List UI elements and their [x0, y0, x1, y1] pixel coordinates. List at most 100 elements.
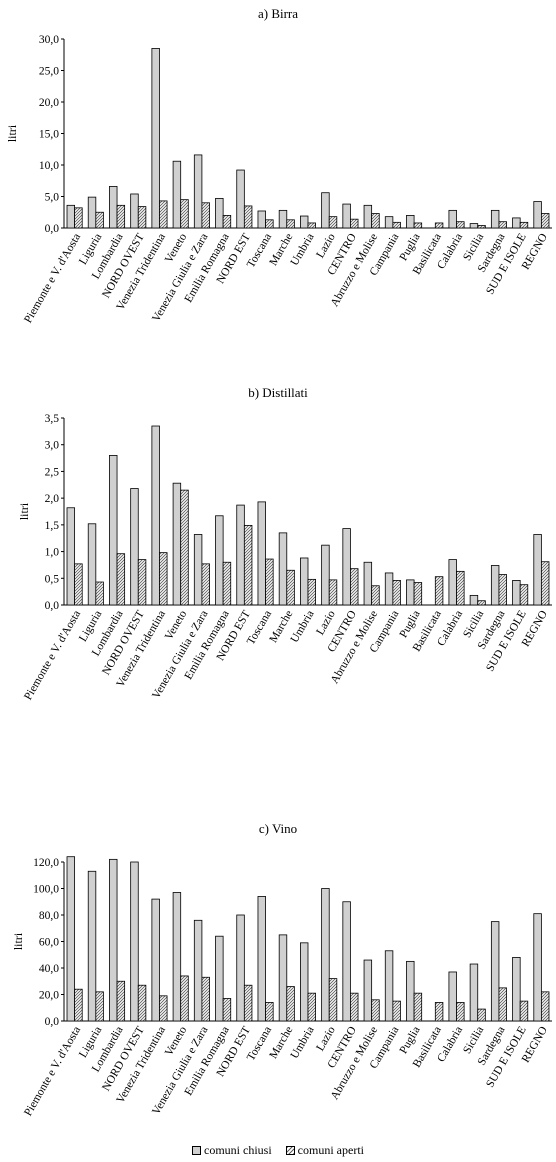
bar-comuni-aperti	[159, 552, 168, 606]
bar-comuni-chiusi	[448, 559, 457, 606]
bar-comuni-aperti	[201, 563, 210, 606]
bar-comuni-aperti	[180, 489, 189, 606]
bar-comuni-chiusi	[236, 914, 245, 1022]
bar-comuni-chiusi	[469, 963, 479, 1022]
bar-comuni-aperti	[243, 984, 253, 1022]
bar-comuni-chiusi	[406, 579, 415, 606]
bar-comuni-aperti	[540, 991, 550, 1022]
y-tick-label: 25,0	[39, 66, 59, 78]
bar-comuni-aperti	[95, 581, 104, 606]
bar-comuni-aperti	[498, 574, 507, 606]
bar-comuni-aperti	[413, 992, 423, 1022]
bar-comuni-chiusi	[299, 557, 309, 606]
bar-comuni-aperti	[95, 211, 104, 229]
bar-comuni-chiusi	[490, 209, 500, 229]
bar-comuni-chiusi	[384, 572, 394, 606]
bar-comuni-chiusi	[490, 921, 500, 1022]
y-tick-label: 15,0	[39, 129, 59, 141]
bar-comuni-chiusi	[448, 209, 457, 229]
bar-comuni-chiusi	[172, 892, 182, 1022]
y-tick-label: 2,0	[45, 493, 60, 505]
bar-comuni-chiusi	[278, 209, 288, 229]
bar-comuni-aperti	[519, 1000, 529, 1022]
bar-comuni-aperti	[434, 1002, 444, 1022]
legend-swatch-open	[285, 1145, 295, 1155]
y-tick-label: 0,0	[45, 223, 60, 235]
bar-comuni-chiusi	[469, 594, 479, 606]
bar-comuni-aperti	[265, 219, 274, 229]
bar-comuni-aperti	[222, 214, 232, 229]
bar-comuni-chiusi	[151, 48, 160, 229]
chart-panel-1: a) Birra litri 0,0 5,0 10,0 15,0 20,0 25,0 30,0 P…	[5, 6, 552, 325]
y-tick-label: 30,0	[39, 34, 59, 46]
y-tick-label: 100,0	[33, 884, 59, 896]
bar-comuni-chiusi	[66, 507, 76, 606]
bar-comuni-aperti	[180, 975, 189, 1022]
bar-comuni-chiusi	[87, 523, 97, 606]
bar-comuni-aperti	[307, 578, 316, 606]
bar-comuni-chiusi	[490, 565, 500, 606]
bar-comuni-aperti	[498, 987, 507, 1022]
bar-comuni-chiusi	[363, 959, 373, 1022]
bar-comuni-aperti	[286, 569, 295, 606]
bar-comuni-aperti	[116, 980, 126, 1022]
y-tick-label: 80,0	[39, 910, 59, 922]
bar-comuni-chiusi	[299, 215, 309, 229]
bar-comuni-chiusi	[512, 957, 521, 1022]
y-tick-label: 3,0	[45, 440, 60, 452]
bar-comuni-aperti	[328, 978, 338, 1022]
bar-comuni-aperti	[74, 207, 83, 229]
bar-comuni-chiusi	[215, 935, 224, 1022]
bar-comuni-aperti	[392, 1000, 401, 1022]
bar-comuni-aperti	[477, 225, 486, 229]
chart-legend: comuni chiusi comuni aperti	[0, 1141, 556, 1159]
bar-comuni-aperti	[477, 600, 486, 606]
bar-comuni-chiusi	[278, 532, 288, 606]
y-tick-label: 5,0	[45, 192, 60, 204]
bar-comuni-chiusi	[193, 919, 203, 1022]
bar-comuni-aperti	[286, 219, 295, 229]
bar-comuni-aperti	[371, 999, 380, 1022]
bar-comuni-chiusi	[236, 504, 245, 606]
bar-comuni-chiusi	[172, 482, 182, 606]
bar-comuni-chiusi	[66, 856, 76, 1022]
y-tick-label: 3,5	[45, 413, 60, 425]
y-tick-label: 60,0	[39, 937, 59, 949]
bar-comuni-aperti	[371, 585, 380, 606]
bar-comuni-aperti	[434, 576, 444, 606]
y-tick-label: 0,0	[45, 600, 60, 612]
bar-comuni-aperti	[74, 563, 83, 606]
bar-comuni-aperti	[265, 1002, 274, 1022]
legend-swatch-closed	[192, 1145, 201, 1155]
bar-comuni-chiusi	[363, 204, 373, 229]
bar-comuni-chiusi	[87, 870, 97, 1022]
bar-comuni-aperti	[74, 988, 83, 1022]
chart-panel-2: b) Distillati litri 0,0 0,5 1,0 1,5 2,0 2,5 3,0 3…	[17, 385, 552, 702]
y-tick-label: 1,0	[45, 547, 60, 559]
bar-comuni-chiusi	[215, 515, 224, 606]
bar-comuni-aperti	[159, 200, 168, 229]
bar-comuni-chiusi	[342, 901, 351, 1022]
y-tick-label: 20,0	[39, 97, 59, 109]
bar-comuni-chiusi	[130, 193, 139, 229]
bar-comuni-aperti	[116, 204, 126, 229]
x-tick-label: Piemonte e V. d'Aosta	[22, 232, 83, 326]
bar-comuni-aperti	[456, 570, 465, 606]
bar-comuni-chiusi	[533, 201, 542, 229]
legend-label-closed: comuni chiusi	[204, 1142, 272, 1157]
bar-comuni-aperti	[413, 222, 423, 229]
bar-comuni-aperti	[519, 221, 529, 229]
chart-title: c) Vino	[259, 821, 297, 836]
y-tick-label: 1,5	[45, 520, 60, 532]
bar-comuni-chiusi	[384, 950, 394, 1022]
y-tick-label: 120,0	[33, 857, 59, 869]
bar-comuni-aperti	[137, 984, 147, 1022]
bar-comuni-aperti	[328, 216, 338, 229]
bar-comuni-aperti	[116, 553, 126, 606]
bar-comuni-chiusi	[448, 971, 457, 1022]
bar-comuni-chiusi	[130, 861, 139, 1022]
bar-comuni-aperti	[201, 976, 210, 1022]
y-tick-label: 0,0	[45, 1016, 60, 1028]
bar-comuni-aperti	[350, 218, 359, 229]
